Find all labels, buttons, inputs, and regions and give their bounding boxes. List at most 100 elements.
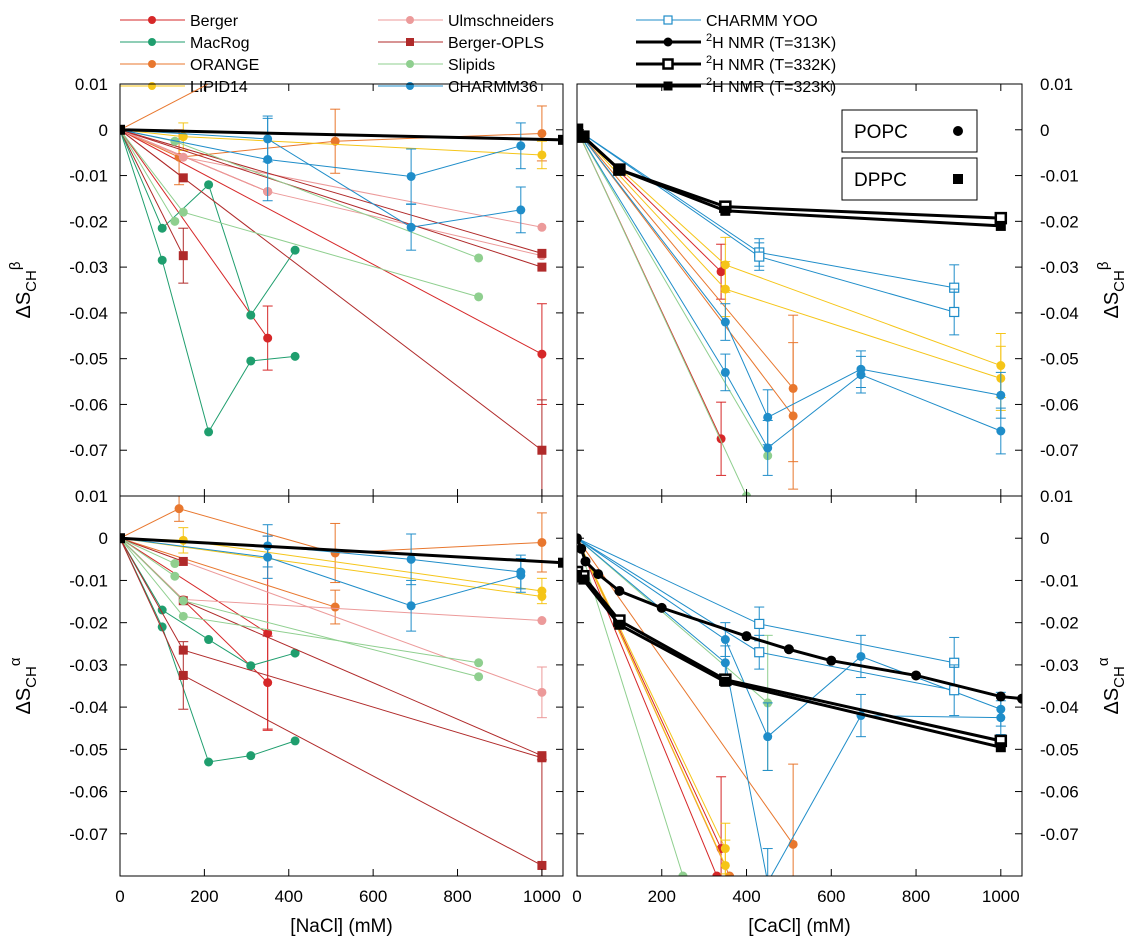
series-line	[120, 538, 296, 763]
series-line	[577, 538, 726, 866]
data-point	[178, 670, 188, 680]
data-point	[516, 205, 526, 215]
x-tick-label: 1000	[982, 887, 1020, 906]
legend-label: Berger-OPLS	[448, 35, 544, 52]
y-axis-label-sub: CH	[1111, 666, 1128, 688]
y-axis-label-sup: β	[7, 261, 24, 270]
series-line	[120, 129, 543, 268]
data-point	[537, 150, 547, 160]
legend-label-text: H NMR (T=323K)	[712, 79, 836, 96]
series-orange	[577, 129, 799, 490]
series-line	[577, 537, 1001, 876]
panel-border	[576, 495, 1023, 877]
legend-marker	[148, 38, 156, 46]
series-line	[120, 537, 542, 597]
data-point	[537, 616, 547, 626]
series-line	[577, 129, 747, 496]
data-point	[246, 661, 256, 671]
data-point	[246, 356, 256, 366]
legend: Berger MacRog ORANGE LIPID14 Ulmschneiders Be…	[120, 13, 836, 96]
series-slipids	[120, 129, 484, 263]
series-macrog	[120, 538, 300, 767]
y-tick-label: -0.03	[69, 258, 108, 277]
data-point	[474, 253, 484, 263]
data-point	[856, 651, 866, 661]
x-tick-label: 600	[817, 887, 845, 906]
series-line	[120, 129, 543, 355]
data-point	[763, 878, 772, 887]
data-point	[720, 635, 730, 645]
data-point	[712, 871, 722, 876]
legend-label: CHARMM YOO	[706, 13, 818, 30]
y-axis-label-sub: CH	[23, 666, 40, 688]
x-tick-label: 200	[190, 887, 218, 906]
data-point	[949, 306, 960, 318]
series-line	[577, 537, 955, 664]
series-line	[120, 537, 336, 608]
series-line	[577, 538, 726, 849]
legend-marker	[663, 37, 673, 47]
data-point	[580, 556, 591, 567]
panel-plot-area	[120, 84, 563, 496]
y-tick-label: -0.01	[1040, 167, 1079, 186]
x-tick-label: 400	[275, 887, 303, 906]
data-point	[763, 732, 773, 742]
panel-border	[119, 495, 564, 877]
panel-nacl-alpha: 0.01 0 -0.01 -0.02 -0.03 -0.04 -0.05 -0.06 -0.07…	[7, 487, 564, 937]
data-point	[178, 596, 188, 606]
series-slipids	[120, 537, 180, 569]
y-tick-label: 0.01	[75, 75, 108, 94]
series-slipids	[120, 129, 180, 226]
series-line	[577, 129, 769, 456]
legend-entry: LIPID14	[120, 79, 248, 96]
series-line	[577, 537, 955, 691]
data-point	[290, 736, 300, 746]
y-tick-label: -0.04	[69, 698, 108, 717]
legend-marker	[148, 82, 156, 90]
legend-marker	[148, 60, 156, 68]
data-point	[537, 687, 547, 697]
legend-marker	[662, 58, 674, 70]
series-orange	[577, 537, 799, 876]
data-point	[174, 504, 184, 514]
inset-label: DPPC	[854, 170, 907, 191]
data-point	[263, 552, 273, 562]
legend-entry: Berger-OPLS	[378, 35, 544, 52]
data-point	[558, 557, 563, 568]
series-line	[120, 129, 296, 434]
data-point	[754, 647, 765, 658]
legend-label: CHARMM36	[448, 79, 538, 96]
data-point	[537, 248, 547, 258]
y-tick-label: -0.04	[1040, 304, 1079, 323]
series-ulmschneiders	[120, 129, 547, 261]
series-line	[577, 537, 769, 704]
inset-label: POPC	[854, 122, 908, 143]
data-point	[996, 713, 1006, 723]
series-line	[577, 129, 794, 389]
data-point	[656, 602, 667, 613]
series-berger	[577, 538, 722, 876]
legend-label-text: H NMR (T=313K)	[712, 35, 836, 52]
data-point	[204, 757, 214, 767]
y-tick-label: -0.03	[1040, 258, 1079, 277]
data-point	[741, 631, 752, 642]
data-point	[263, 333, 273, 343]
y-axis-label-sub: CH	[1111, 270, 1128, 292]
data-point	[537, 860, 547, 870]
data-point	[763, 412, 773, 422]
data-point	[754, 618, 765, 630]
series-berger-opls	[120, 538, 547, 876]
series-line	[120, 537, 543, 693]
series-line	[120, 537, 176, 577]
series-berger	[120, 129, 273, 371]
series-berger-opls	[120, 129, 547, 272]
series-charmm36	[577, 129, 1006, 476]
x-tick-label: 400	[732, 887, 760, 906]
series-charmm36	[120, 115, 526, 251]
data-point	[720, 676, 731, 687]
series-line	[120, 129, 543, 254]
data-point	[783, 644, 794, 655]
data-point	[995, 742, 1006, 753]
inset-marker	[953, 174, 963, 184]
data-point	[406, 171, 416, 181]
